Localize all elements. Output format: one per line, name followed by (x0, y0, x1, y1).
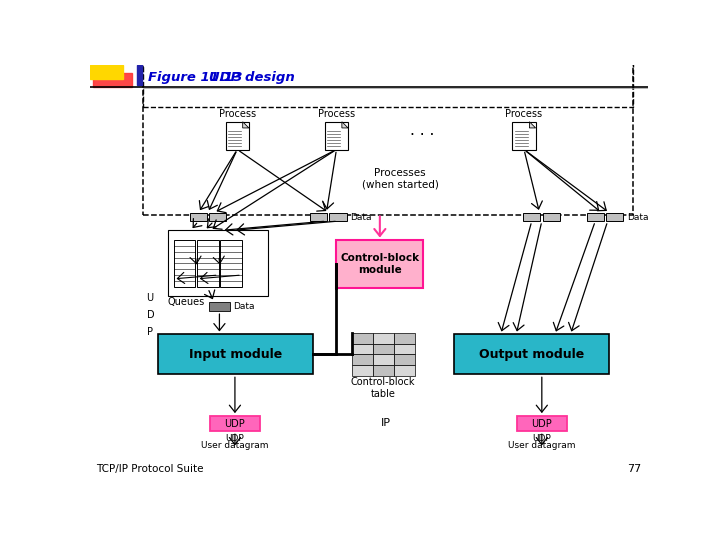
Text: Queues: Queues (168, 298, 204, 307)
Bar (394, 365, 415, 376)
Bar (394, 333, 415, 343)
Text: Control-block
module: Control-block module (341, 253, 420, 275)
Text: Processes
(when started): Processes (when started) (361, 168, 438, 190)
Text: TCP/IP Protocol Suite: TCP/IP Protocol Suite (96, 464, 204, 475)
Text: Process: Process (505, 110, 543, 119)
Text: User datagram: User datagram (508, 441, 575, 450)
Bar (143, 0, 632, 107)
Bar (523, 213, 540, 221)
Bar (394, 343, 415, 354)
Text: UDP: UDP (533, 434, 552, 443)
Text: Output module: Output module (479, 348, 585, 361)
Bar (352, 354, 373, 365)
Text: UDP: UDP (225, 418, 246, 429)
Text: Process: Process (318, 110, 355, 119)
Text: Data: Data (233, 302, 255, 311)
Bar (373, 365, 394, 376)
Bar (606, 213, 624, 221)
Bar (190, 213, 207, 221)
Bar (513, 122, 536, 150)
Text: Data: Data (351, 213, 372, 222)
Bar (143, 15, 632, 215)
Bar (394, 354, 415, 365)
Bar (210, 416, 260, 431)
Bar (137, 65, 142, 85)
Bar (587, 213, 604, 221)
Text: UDP: UDP (225, 434, 244, 443)
Bar (325, 122, 348, 150)
Bar (373, 343, 394, 354)
Text: 77: 77 (628, 464, 642, 475)
Text: Data: Data (627, 213, 649, 222)
Bar (310, 213, 327, 221)
Bar (352, 333, 373, 343)
Bar (225, 122, 249, 150)
Bar (220, 240, 242, 287)
Text: IP: IP (381, 418, 391, 428)
Text: Figure 11.13: Figure 11.13 (148, 71, 243, 84)
Text: Input module: Input module (189, 348, 282, 361)
Polygon shape (342, 122, 348, 128)
Bar (210, 213, 226, 221)
Bar (158, 334, 313, 374)
Bar (373, 333, 394, 343)
Text: Process: Process (219, 110, 256, 119)
Polygon shape (243, 122, 249, 128)
Bar (209, 302, 230, 311)
Bar (454, 334, 609, 374)
Text: · · ·: · · · (410, 128, 435, 143)
Bar (330, 213, 346, 221)
Bar (373, 354, 394, 365)
Polygon shape (529, 122, 536, 128)
Bar (352, 365, 373, 376)
Text: UDP design: UDP design (195, 71, 295, 84)
Bar (90, 65, 122, 79)
Text: User datagram: User datagram (201, 441, 269, 450)
Bar (197, 240, 219, 287)
Bar (174, 240, 195, 287)
Bar (93, 73, 132, 87)
Bar (543, 213, 559, 221)
Bar (352, 343, 373, 354)
Text: UDP: UDP (531, 418, 552, 429)
Bar (336, 240, 423, 288)
Bar (517, 416, 567, 431)
Bar (168, 231, 269, 296)
Text: Control-block
table: Control-block table (351, 377, 415, 399)
Text: U
D
P: U D P (147, 293, 154, 338)
